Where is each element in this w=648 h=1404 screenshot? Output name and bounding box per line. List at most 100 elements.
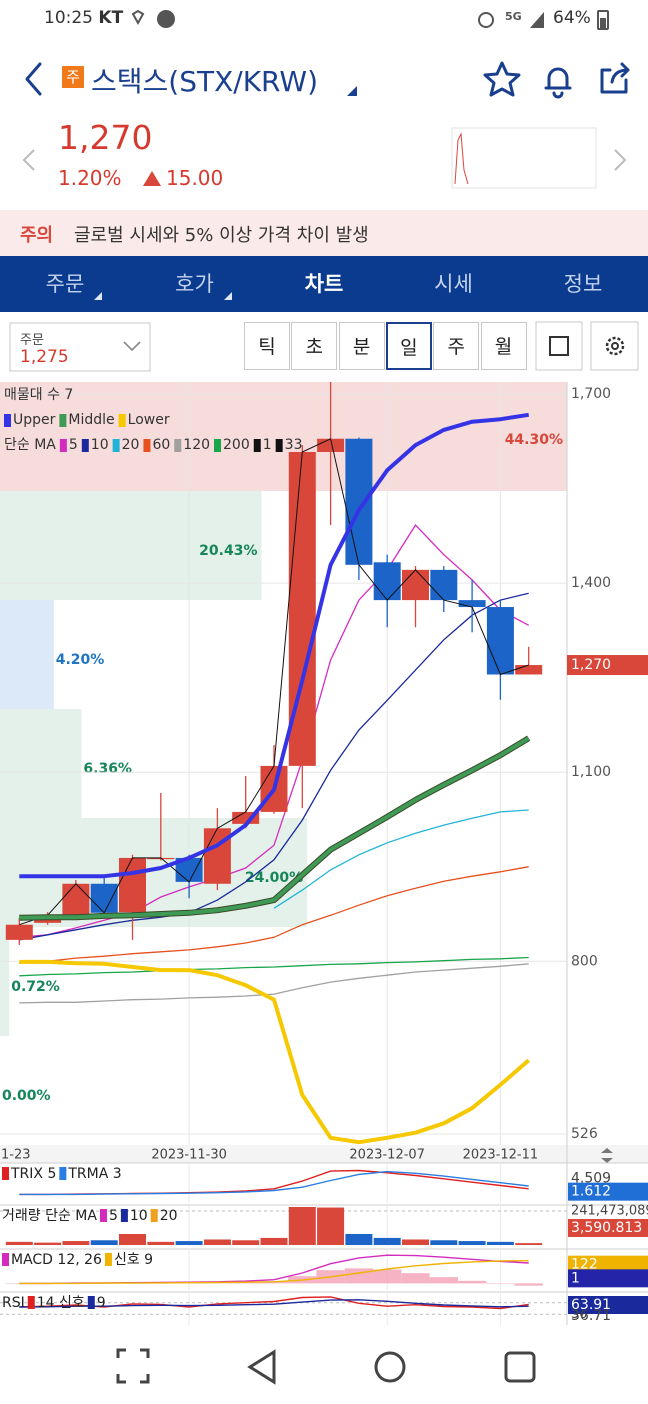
legend-label: 20: [122, 437, 140, 453]
favorite-button[interactable]: [483, 61, 521, 97]
legend-swatch: [150, 1209, 158, 1222]
n-icon: [157, 10, 175, 28]
last-price-label: 1,270: [571, 657, 611, 673]
tab-label: 호가: [175, 272, 214, 296]
histogram-bar: [401, 1273, 430, 1284]
legend-label: 120: [183, 437, 210, 453]
alarm-button[interactable]: [544, 67, 572, 99]
share-button[interactable]: [600, 62, 630, 94]
volume-bar: [34, 1242, 62, 1245]
nav-buttons[interactable]: [116, 1348, 536, 1385]
top-ui: 10:25 KT 5G 64% 주 스택스(STX/KRW) 1,270 1.2…: [0, 0, 648, 375]
indicator-line: [19, 1170, 529, 1196]
back-nav-button[interactable]: [247, 1349, 276, 1385]
panel-value-label: 36.71: [571, 1308, 611, 1324]
home-button[interactable]: [374, 1351, 406, 1383]
period-button[interactable]: 일: [385, 322, 432, 370]
period-button[interactable]: 초: [291, 322, 338, 370]
header-icons[interactable]: [25, 61, 630, 99]
legend-label: 10: [130, 1208, 148, 1224]
title-dropdown[interactable]: [347, 86, 357, 96]
last-price-box: [567, 655, 648, 676]
volume-profile-label: 4.20%: [56, 652, 105, 668]
volume-profile-bar: [0, 927, 10, 1036]
axis-toggle[interactable]: [601, 1148, 613, 1163]
candle-body: [232, 811, 260, 824]
recent-button[interactable]: [116, 1348, 150, 1384]
notice-bar: 주의 글로벌 시세와 5% 이상 가격 차이 발생: [0, 210, 648, 256]
alarm-icon: [478, 12, 494, 28]
legend-label: Middle: [68, 412, 114, 428]
battery-icon: [597, 10, 609, 30]
tab-label: 차트: [304, 272, 344, 296]
tab[interactable]: 정보: [528, 256, 638, 312]
tab[interactable]: 주문: [10, 256, 120, 312]
band-line: [19, 959, 531, 1145]
legend-label: Upper: [13, 412, 56, 428]
legend-label: TRIX 5: [10, 1166, 56, 1182]
ma-line: [19, 592, 529, 941]
back-button[interactable]: [25, 62, 42, 96]
volume-profile-bar: [0, 382, 567, 491]
panel-value-label: 122: [571, 1257, 598, 1273]
draw-button[interactable]: [535, 321, 583, 371]
plot-clip: [5, 382, 543, 1145]
value-box: [568, 1255, 648, 1274]
volume-profile-title: 매물대 수 7: [4, 387, 73, 403]
volume-bar: [430, 1240, 458, 1245]
histogram-bar: [344, 1268, 374, 1284]
legend-swatch: [2, 1253, 9, 1266]
x-tick-label: 1-23: [1, 1148, 31, 1163]
histogram-bar: [486, 1283, 515, 1284]
period-button[interactable]: 주: [433, 322, 480, 370]
legend-swatch: [27, 1296, 35, 1309]
period-button[interactable]: 틱: [244, 322, 290, 370]
tab[interactable]: 시세: [399, 256, 509, 312]
tab[interactable]: 호가: [140, 256, 250, 312]
change-percent: 1.20%: [58, 166, 122, 190]
histogram-bar: [457, 1280, 487, 1284]
legend-swatch: [59, 414, 67, 427]
volume-bar: [119, 1233, 146, 1245]
tab-label: 시세: [434, 272, 473, 296]
next-button[interactable]: [614, 149, 627, 171]
network: 5G: [505, 10, 522, 23]
ma-line: [19, 524, 530, 938]
time: 10:25: [44, 8, 93, 28]
nav-bar: [0, 1330, 648, 1404]
legend-label: 9: [97, 1295, 106, 1311]
overview-button[interactable]: [504, 1351, 536, 1383]
x-tick-label: 2023-12-07: [349, 1148, 425, 1163]
legend-label: MACD 12, 26: [11, 1252, 102, 1268]
x-tick-label: 2023-12-11: [463, 1148, 539, 1163]
legend-swatch: [99, 1209, 107, 1222]
plot-area: 44.30% 20.43% 4.20% 6.36% 24.00% 0.72% 0.00%: [0, 382, 567, 1145]
period-button[interactable]: 분: [338, 322, 385, 370]
tab-label: 정보: [563, 272, 603, 296]
legend-swatch: [112, 439, 120, 452]
tab[interactable]: 차트: [269, 256, 379, 312]
legend-swatch: [174, 439, 182, 452]
legend-swatch: [4, 414, 11, 427]
volume-bar: [232, 1240, 260, 1245]
order-select[interactable]: [9, 322, 151, 372]
histogram-bar: [429, 1277, 458, 1284]
prev-button[interactable]: [22, 149, 35, 171]
sparkline-box: [451, 127, 597, 189]
settings-button[interactable]: [590, 321, 639, 371]
legend-label: 14 신호: [37, 1295, 85, 1311]
histogram-bar: [373, 1269, 402, 1284]
volume-bar: [288, 1207, 316, 1245]
volume-bar: [458, 1241, 486, 1245]
legend-swatch: [214, 439, 222, 452]
volume-profile-label: 20.43%: [199, 543, 257, 559]
volume-bar: [402, 1239, 429, 1245]
up-arrow: [143, 171, 161, 186]
notice-text: 글로벌 시세와 5% 이상 가격 차이 발생: [74, 225, 369, 246]
candle-body: [5, 924, 33, 940]
change-amount: 15.00: [166, 166, 224, 190]
y-tick-label: 800: [571, 953, 598, 969]
period-button[interactable]: 월: [480, 322, 527, 370]
